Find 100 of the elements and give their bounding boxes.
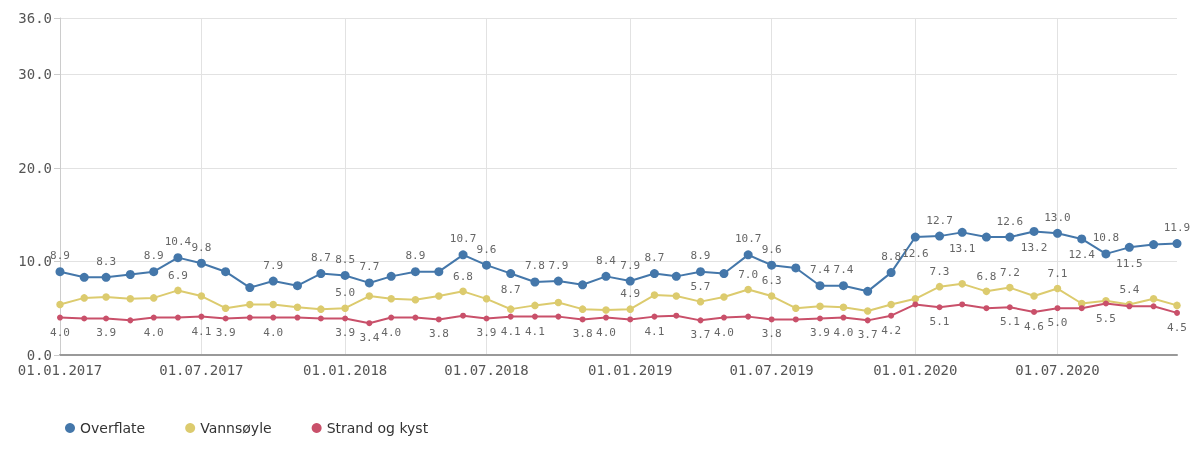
point — [1029, 226, 1039, 236]
data-label: 7.9 — [548, 258, 569, 272]
point — [246, 300, 254, 309]
point — [317, 315, 324, 322]
point — [460, 312, 467, 319]
point — [221, 304, 230, 312]
data-label: 4.0 — [143, 325, 164, 339]
data-label: 8.9 — [405, 249, 426, 263]
point — [458, 250, 468, 260]
point — [863, 286, 873, 296]
data-label: 6.9 — [168, 268, 188, 282]
data-label: 4.0 — [714, 325, 734, 339]
x-tick-label: 01.07.2019 — [729, 362, 814, 378]
point — [507, 313, 514, 320]
point — [911, 295, 920, 303]
point — [434, 267, 444, 277]
point — [173, 253, 183, 263]
data-label: 4.1 — [524, 324, 545, 338]
point — [936, 304, 943, 311]
point — [222, 315, 229, 322]
point — [673, 312, 680, 319]
point — [696, 297, 705, 306]
point — [317, 305, 325, 313]
y-tick-label: 36.0 — [18, 10, 52, 26]
data-label: 7.4 — [833, 263, 854, 277]
data-label: 11.5 — [1116, 256, 1143, 270]
data-label: 3.9 — [215, 326, 236, 340]
data-label: 8.7 — [500, 283, 521, 297]
data-label: 9.6 — [761, 242, 782, 256]
point — [1006, 283, 1014, 292]
data-label: 7.0 — [738, 267, 759, 281]
data-label: 4.5 — [1167, 320, 1187, 334]
point — [269, 300, 277, 309]
point — [555, 313, 562, 320]
point — [221, 267, 231, 277]
point — [1149, 240, 1159, 250]
point — [246, 314, 253, 321]
data-label: 3.8 — [572, 327, 593, 341]
point — [863, 307, 872, 315]
data-label: 6.3 — [761, 274, 782, 288]
point — [959, 301, 966, 308]
point — [149, 294, 158, 302]
point — [696, 267, 706, 277]
point — [411, 296, 420, 304]
legend-label: Overflate — [80, 420, 146, 436]
data-label: 4.0 — [50, 325, 70, 339]
data-label: 6.8 — [976, 269, 997, 283]
data-label: 5.0 — [335, 286, 356, 300]
data-label: 3.4 — [359, 331, 380, 345]
point — [745, 313, 752, 320]
point — [838, 281, 848, 291]
point — [864, 317, 871, 324]
point — [57, 314, 63, 321]
legend-label: Vannsøyle — [200, 420, 272, 436]
data-label: 7.7 — [359, 260, 380, 274]
point — [1078, 305, 1085, 312]
data-label: 3.9 — [476, 326, 497, 340]
point — [482, 260, 491, 270]
data-label: 8.3 — [96, 254, 117, 268]
y-tick-label: 0.0 — [26, 347, 52, 363]
data-label: 5.5 — [1095, 311, 1116, 325]
point — [1053, 284, 1062, 293]
point — [342, 315, 349, 322]
x-tick-label: 01.01.2019 — [588, 362, 673, 378]
point — [1149, 295, 1158, 303]
x-tick-label: 01.07.2020 — [1015, 362, 1100, 378]
data-label: 7.8 — [524, 259, 545, 273]
point — [815, 281, 825, 291]
point — [1077, 234, 1087, 244]
data-label: 3.8 — [428, 327, 449, 341]
data-label: 3.9 — [335, 326, 356, 340]
point — [341, 304, 349, 312]
data-label: 12.4 — [1068, 248, 1096, 262]
point — [887, 300, 895, 309]
point — [197, 292, 206, 300]
point — [293, 303, 302, 312]
data-label: 12.6 — [996, 214, 1024, 228]
data-label: 5.0 — [1047, 316, 1068, 330]
data-label: 4.0 — [263, 325, 284, 339]
data-label: 7.1 — [1047, 266, 1068, 280]
data-label: 8.9 — [50, 249, 70, 263]
data-label: 3.9 — [96, 326, 117, 340]
x-tick-label: 01.01.2018 — [302, 362, 388, 378]
data-label: 13.1 — [948, 241, 976, 255]
point — [388, 314, 395, 321]
data-label: 9.8 — [191, 240, 212, 254]
point — [506, 269, 516, 279]
point — [627, 316, 634, 323]
data-label: 5.7 — [690, 279, 711, 293]
point — [958, 280, 966, 288]
point — [672, 292, 681, 300]
point — [294, 314, 301, 321]
data-label: 4.0 — [596, 325, 616, 339]
point — [530, 277, 540, 287]
point — [910, 232, 920, 242]
point — [482, 295, 491, 303]
data-label: 13.2 — [1020, 240, 1048, 254]
data-label: 5.1 — [929, 315, 950, 329]
point — [602, 306, 610, 314]
point — [603, 314, 609, 321]
